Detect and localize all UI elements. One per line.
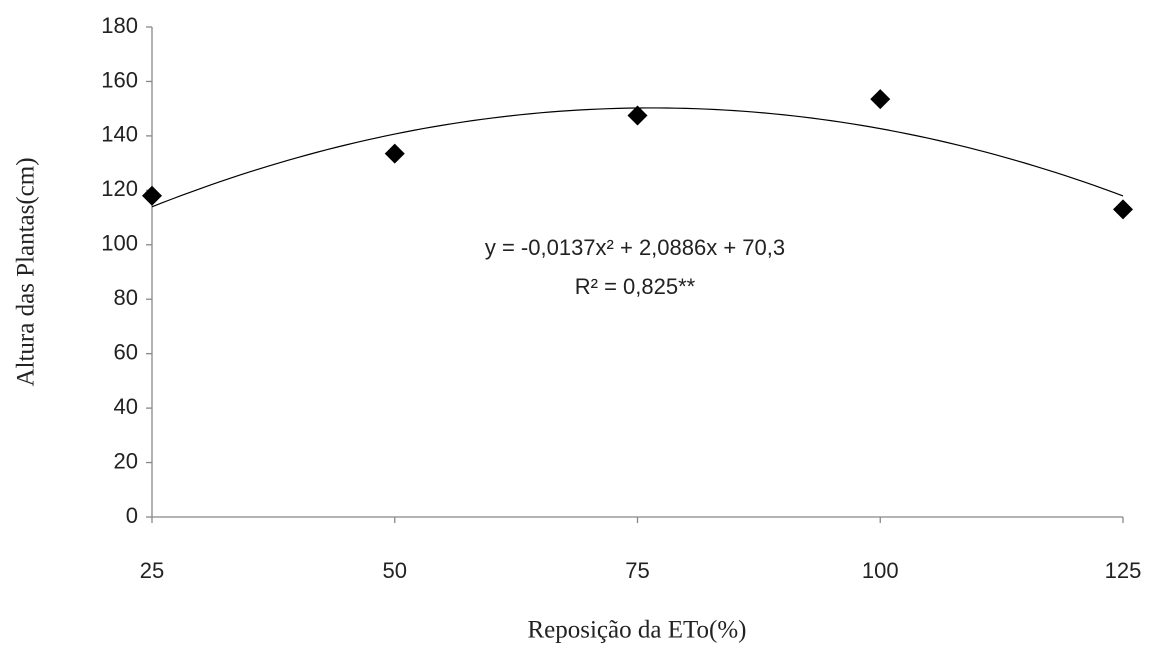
x-tick-label: 125 [1105, 558, 1142, 583]
y-tick-label: 140 [101, 122, 138, 147]
x-axis-title: Reposição da ETo(%) [527, 617, 746, 644]
y-tick-label: 160 [101, 67, 138, 92]
y-tick-label: 40 [114, 394, 138, 419]
data-point [142, 185, 162, 206]
trendline-equation: y = -0,0137x² + 2,0886x + 70,3 [485, 235, 785, 260]
data-point [384, 143, 405, 164]
x-tick-label: 50 [383, 558, 407, 583]
y-tick-label: 100 [101, 231, 138, 256]
y-tick-label: 80 [114, 285, 138, 310]
y-tick-label: 180 [101, 13, 138, 38]
x-tick-label: 25 [140, 558, 164, 583]
y-tick-label: 0 [126, 503, 138, 528]
y-axis-title: Altura das Plantas(cm) [13, 157, 40, 386]
x-tick-label: 75 [625, 558, 649, 583]
y-tick-label: 20 [114, 448, 138, 473]
y-tick-label: 120 [101, 176, 138, 201]
data-point [1113, 199, 1133, 220]
x-tick-label: 100 [862, 558, 899, 583]
data-point [870, 89, 891, 110]
y-tick-label: 60 [114, 339, 138, 364]
trendline-r2: R² = 0,825** [575, 274, 696, 299]
data-point [627, 105, 648, 126]
